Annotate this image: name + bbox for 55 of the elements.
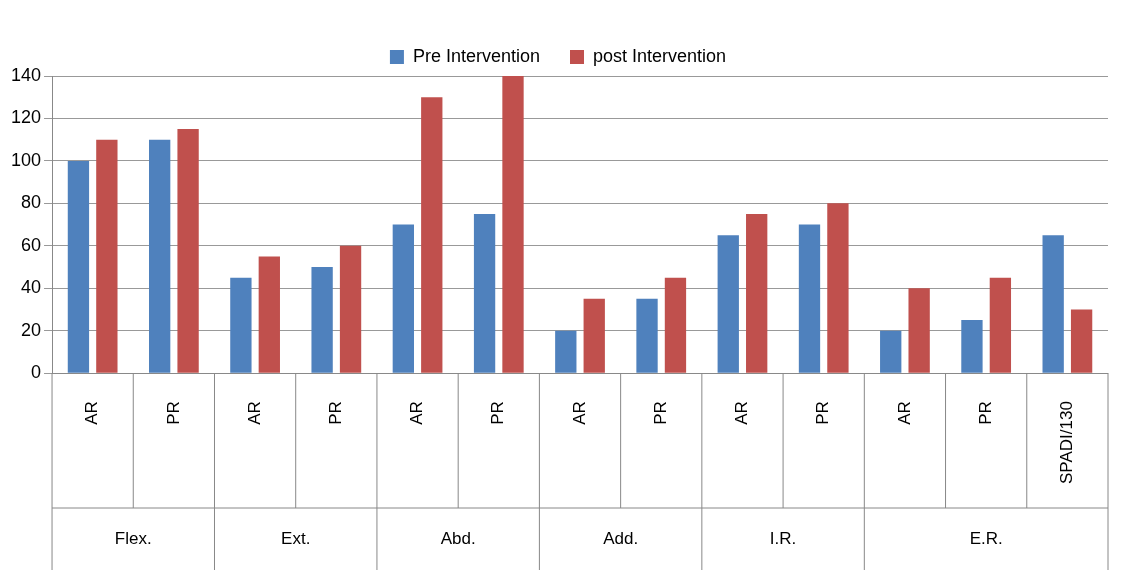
x-tick-label: AR — [894, 401, 914, 425]
text: Flex. — [114, 528, 152, 548]
bar — [392, 224, 415, 373]
bar — [880, 330, 902, 373]
bar — [746, 213, 768, 373]
bar — [67, 160, 90, 373]
bar — [717, 235, 739, 373]
bar — [961, 320, 983, 373]
y-tick-label: 40 — [21, 277, 42, 298]
bar — [96, 139, 118, 373]
bar — [827, 203, 849, 373]
bar — [149, 139, 171, 373]
bar — [555, 330, 577, 373]
x-tick-label: AR — [732, 401, 752, 425]
text: Add. — [603, 528, 639, 548]
text: I.R. — [769, 528, 797, 548]
y-tick-label: 120 — [10, 107, 42, 128]
x-tick-label: PR — [163, 401, 183, 425]
text: Ext. — [281, 528, 311, 548]
x-tick-label: SPADI/130 — [1057, 401, 1077, 484]
x-tick-label: PR — [650, 401, 670, 425]
x-tick-label: PR — [813, 401, 833, 425]
y-tick-label: 20 — [21, 319, 42, 340]
legend-label: post Intervention — [592, 45, 727, 66]
x-tick-label: AR — [407, 401, 427, 425]
bar — [177, 129, 199, 373]
x-tick-label: AR — [244, 401, 264, 425]
bar — [664, 277, 687, 373]
x-tick-label: PR — [326, 401, 346, 425]
bar — [258, 256, 280, 373]
bar — [421, 97, 443, 373]
x-tick-label: AR — [569, 401, 589, 425]
bar — [583, 298, 605, 373]
x-tick-label: PR — [975, 401, 995, 425]
y-tick-label: 140 — [10, 64, 42, 85]
bar — [798, 224, 821, 373]
y-tick-label: 80 — [21, 192, 42, 213]
text: Abd. — [440, 528, 476, 548]
y-tick-label: 0 — [31, 362, 42, 383]
legend-label: Pre Intervention — [412, 45, 540, 66]
text: E.R. — [969, 528, 1003, 548]
bar — [339, 245, 362, 373]
bar — [502, 76, 524, 373]
bar — [908, 288, 930, 373]
bar — [1042, 235, 1064, 373]
bar — [311, 267, 333, 373]
y-tick-label: 60 — [21, 234, 42, 255]
bar — [989, 277, 1012, 373]
y-tick-label: 100 — [10, 149, 42, 170]
bar — [473, 213, 496, 373]
bar — [230, 277, 252, 373]
x-tick-label: PR — [488, 401, 508, 425]
bar — [636, 298, 658, 373]
x-tick-label: AR — [82, 401, 102, 425]
bar — [1070, 309, 1093, 373]
